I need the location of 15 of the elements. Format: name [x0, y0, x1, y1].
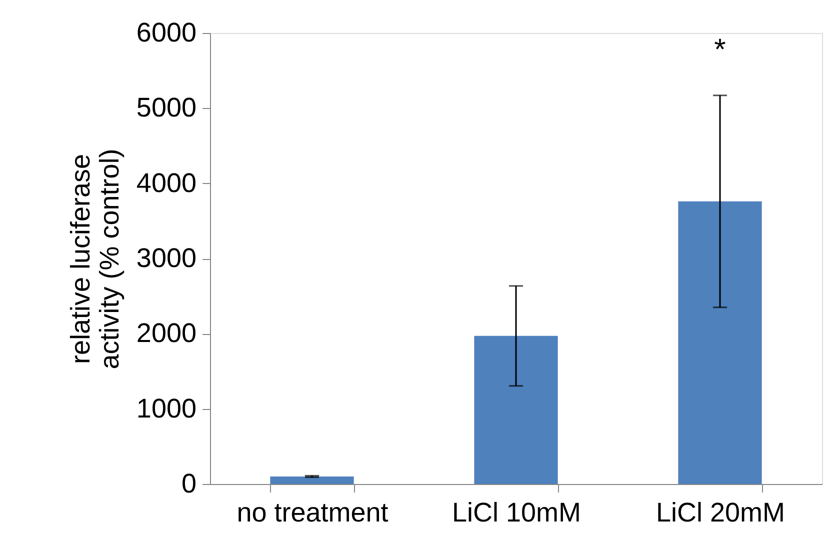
x-tick-label: no treatment: [236, 498, 389, 528]
x-tick-label: LiCl 20mM: [656, 498, 786, 528]
bar: [474, 336, 558, 484]
y-axis-title: relative luciferase activity (% control): [65, 148, 124, 370]
annotation: *: [714, 33, 726, 66]
x-tick-label: LiCl 10mM: [452, 498, 582, 528]
y-tick-label: 3000: [136, 243, 196, 273]
y-tick-label: 1000: [136, 393, 196, 424]
y-tick-label: 2000: [136, 318, 196, 348]
bar: [678, 201, 762, 484]
y-tick-label: 6000: [136, 18, 196, 48]
y-tick-label: 5000: [136, 92, 196, 123]
y-tick-label: 4000: [136, 168, 196, 198]
bar: [270, 476, 354, 484]
y-tick-label: 0: [181, 468, 196, 498]
